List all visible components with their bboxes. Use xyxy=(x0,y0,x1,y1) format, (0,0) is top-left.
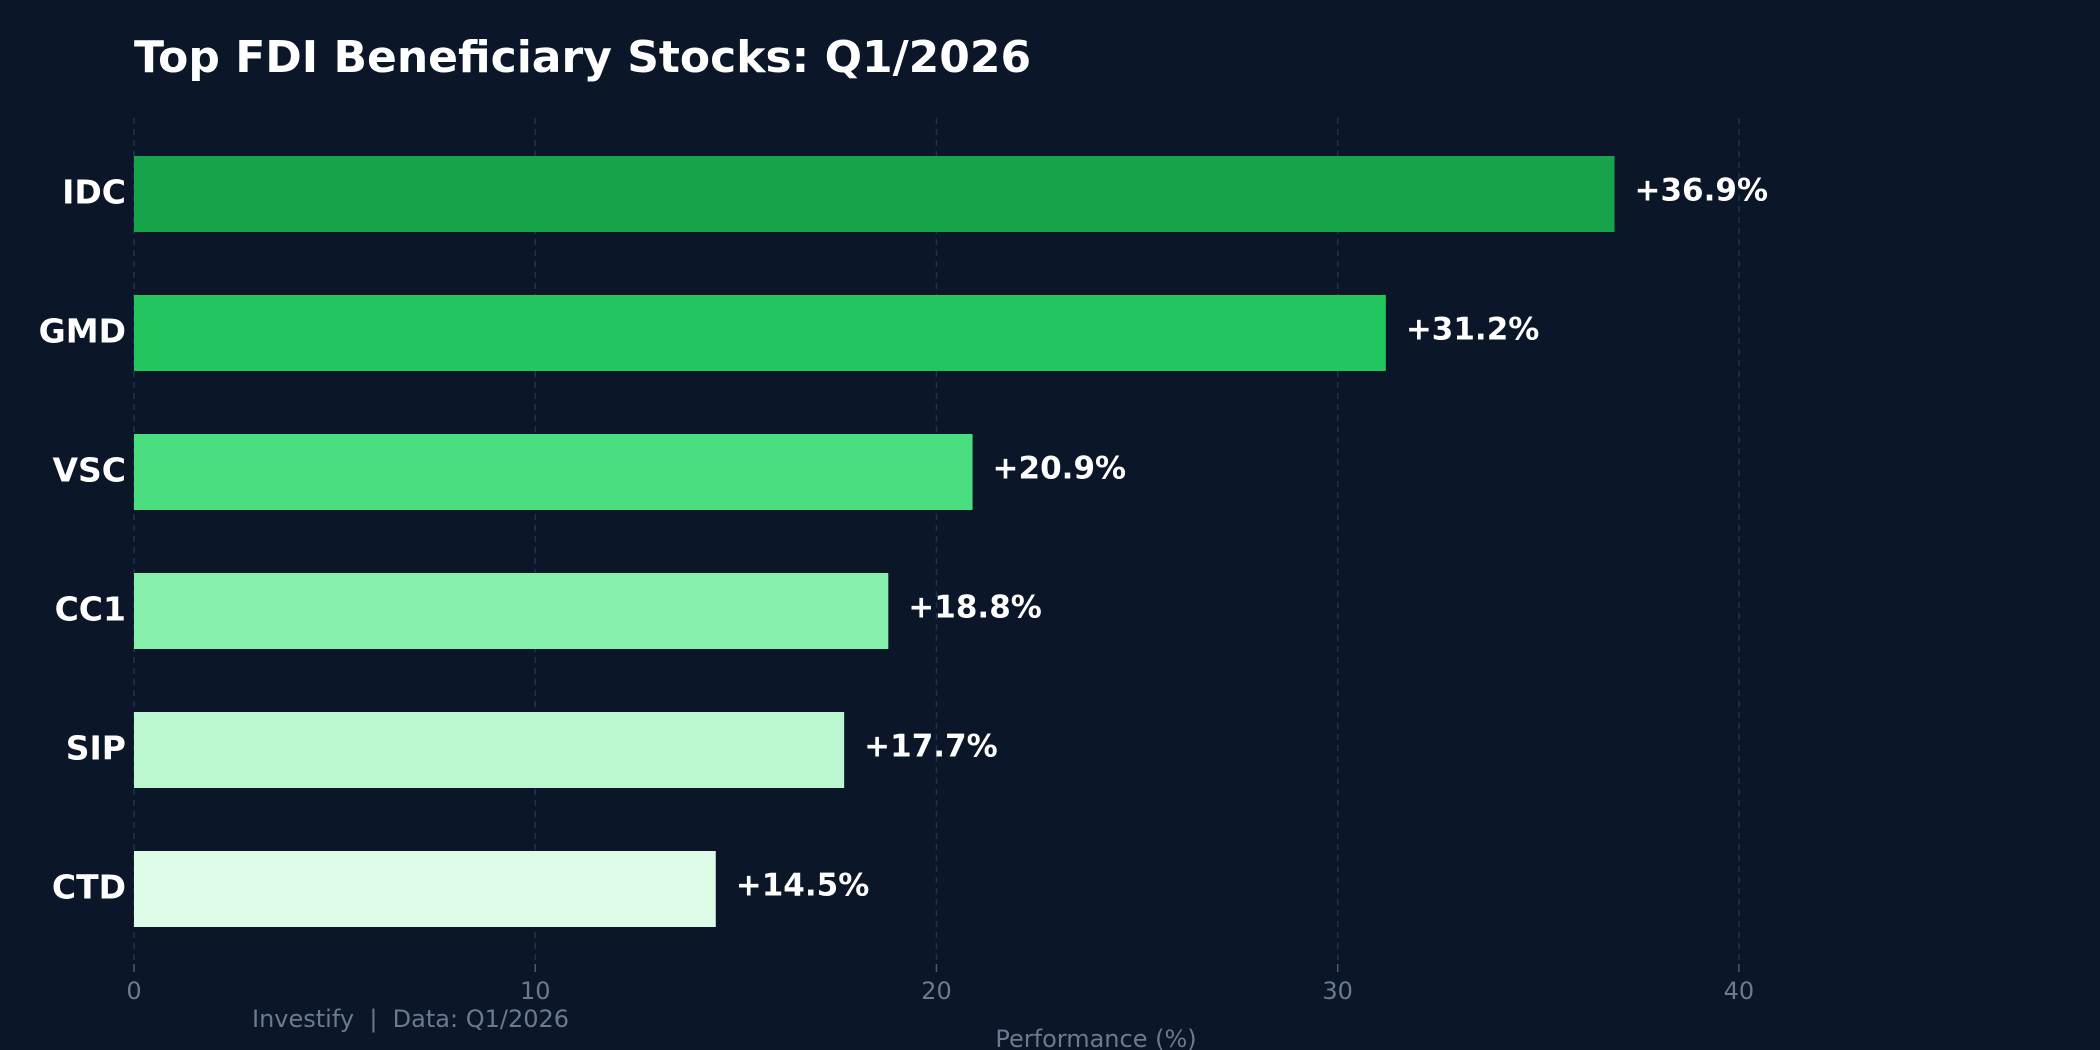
x-tick-label: 40 xyxy=(1724,977,1755,1005)
y-tick-label: VSC xyxy=(52,451,126,490)
bar xyxy=(134,851,716,927)
value-label: +20.9% xyxy=(993,451,1127,487)
bar xyxy=(134,712,845,788)
x-tick-label: 20 xyxy=(921,977,952,1005)
footer: Investify | Data: Q1/2026 xyxy=(252,1005,569,1033)
bar xyxy=(134,295,1386,371)
bar xyxy=(134,434,973,510)
x-tick-label: 0 xyxy=(126,977,141,1005)
x-tick-label: 30 xyxy=(1322,977,1353,1005)
value-label: +18.8% xyxy=(908,590,1042,626)
y-tick-label: CTD xyxy=(52,868,126,907)
bar xyxy=(134,573,889,649)
value-label: +36.9% xyxy=(1635,173,1769,209)
x-tick-label: 10 xyxy=(520,977,551,1005)
value-label: +17.7% xyxy=(864,729,998,765)
y-tick-label: CC1 xyxy=(55,590,126,629)
y-tick-label: IDC xyxy=(62,173,126,212)
x-axis-label: Performance (%) xyxy=(995,1025,1196,1050)
bar xyxy=(134,156,1615,232)
y-tick-label: SIP xyxy=(66,729,126,768)
value-label: +14.5% xyxy=(736,868,870,904)
value-label: +31.2% xyxy=(1406,312,1540,348)
chart-title: Top FDI Beneficiary Stocks: Q1/2026 xyxy=(134,32,1031,83)
y-tick-label: GMD xyxy=(39,312,126,351)
